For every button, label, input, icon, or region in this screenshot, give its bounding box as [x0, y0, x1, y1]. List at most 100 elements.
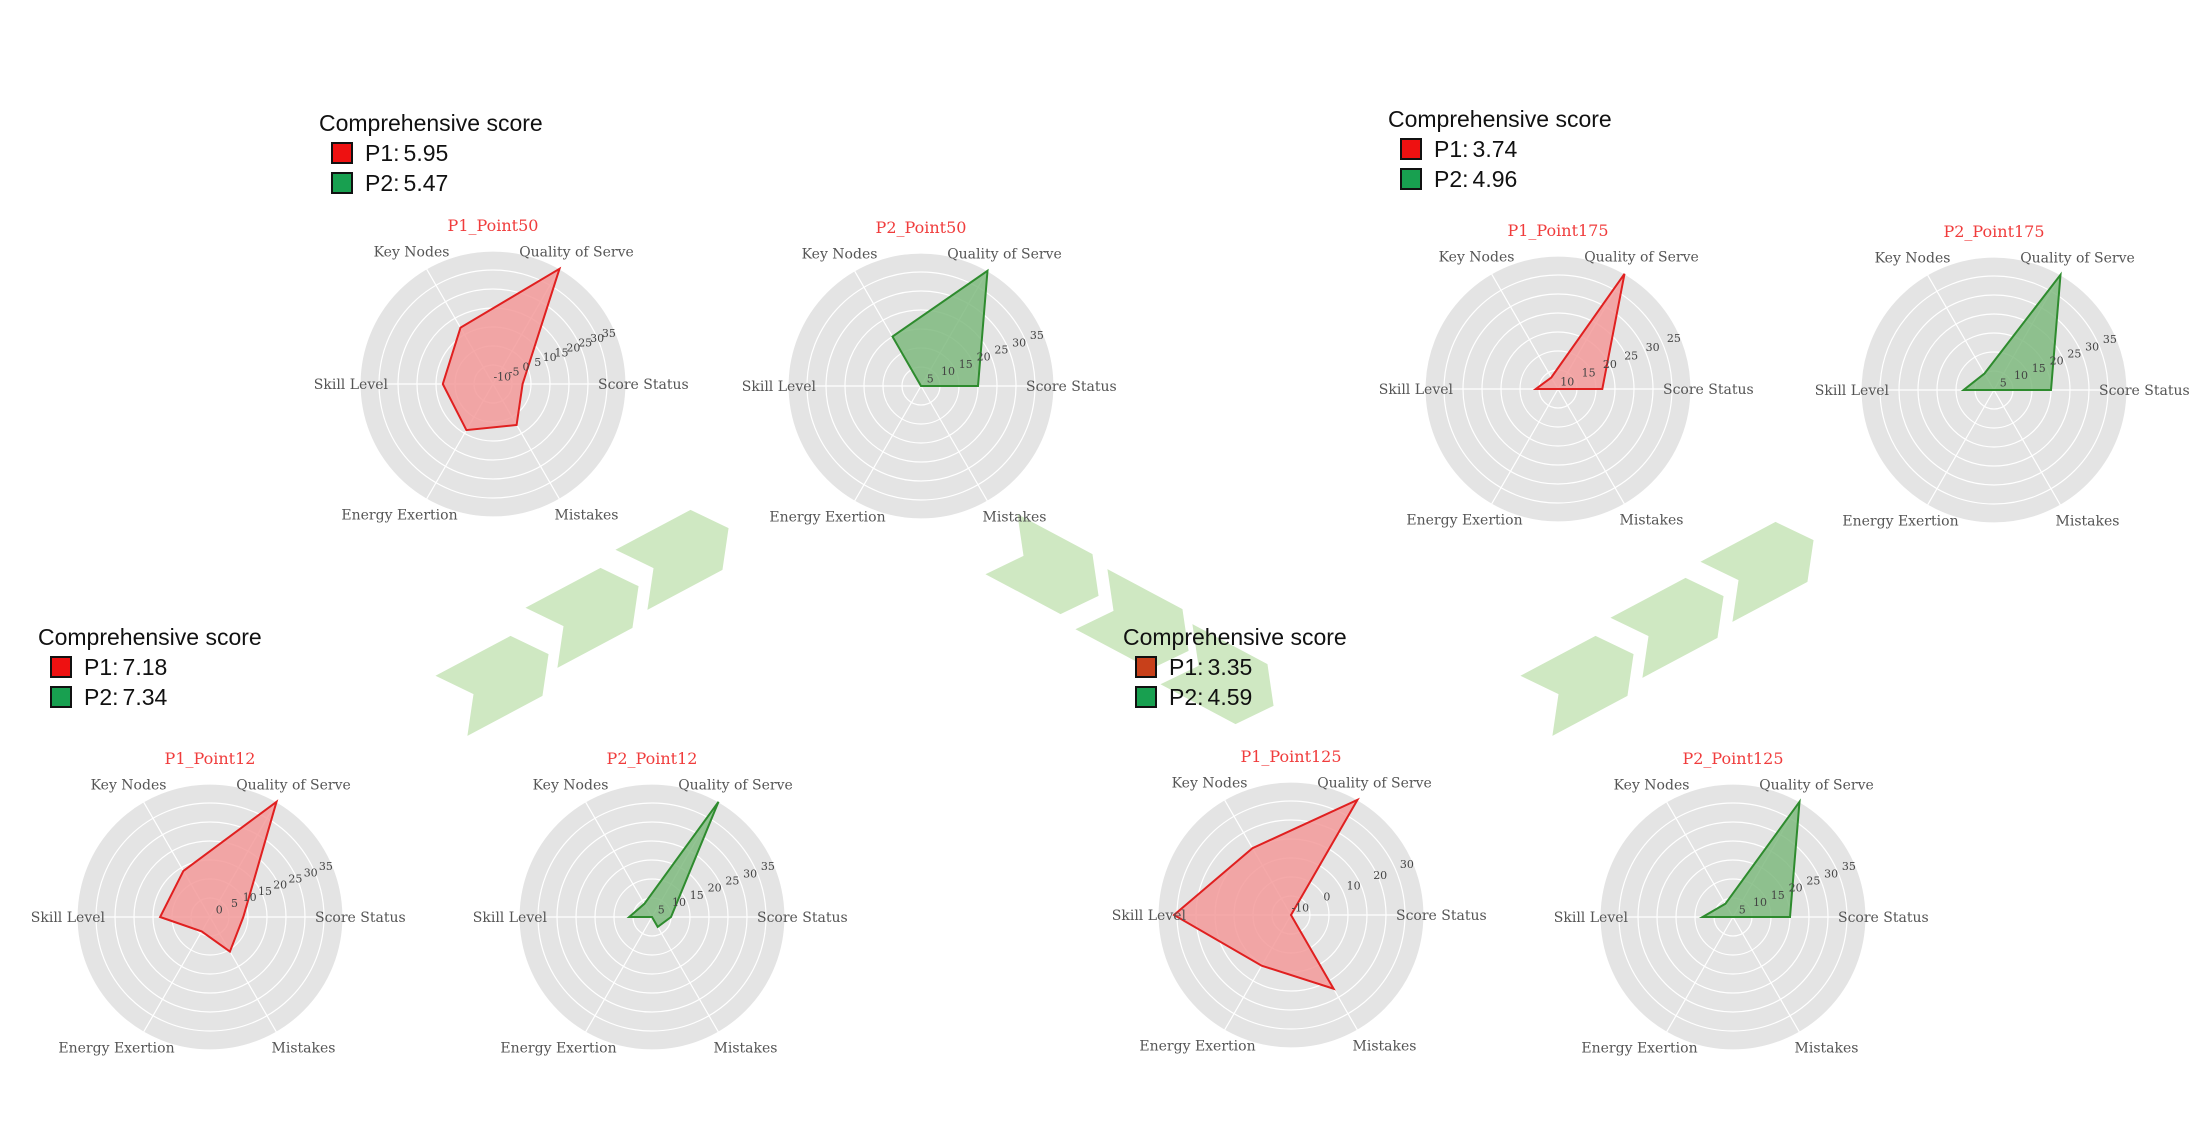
axis-label-mistakes: Mistakes [983, 509, 1047, 525]
chart-title: P2_Point125 [1682, 749, 1783, 768]
legend-title: Comprehensive score [319, 110, 543, 136]
axis-label-key-nodes: Key Nodes [374, 245, 450, 261]
p2-label: P2: [84, 684, 119, 710]
axis-label-mistakes: Mistakes [2056, 513, 2120, 529]
axis-label-quality-of-serve: Quality of Serve [1317, 776, 1432, 792]
radar-spoke [1926, 274, 1995, 391]
chart-title: P1_Point12 [165, 749, 256, 768]
axis-label-skill-level: Skill Level [1112, 908, 1187, 924]
radial-tick-label: 20 [2050, 355, 2064, 368]
radial-tick-label: 20 [273, 879, 287, 892]
radial-tick-label: 25 [994, 344, 1008, 357]
p2-label: P2: [1434, 166, 1469, 192]
axis-label-score-status: Score Status [598, 377, 689, 393]
p1-label: P1: [1434, 136, 1469, 162]
radial-tick-label: 20 [1603, 358, 1617, 371]
axis-label-quality-of-serve: Quality of Serve [2020, 251, 2135, 267]
legend-row-p1: P1: 5.95 [319, 138, 543, 168]
radial-tick-label: 25 [288, 873, 302, 886]
radial-tick-label: 10 [2014, 369, 2028, 382]
radial-tick-label: 15 [690, 889, 704, 902]
legend-row-p2: P2: 7.34 [38, 682, 262, 712]
axis-label-skill-level: Skill Level [1815, 383, 1890, 399]
p1-swatch [331, 142, 353, 164]
radial-tick-label: 15 [555, 346, 569, 359]
p1-swatch [50, 656, 72, 678]
legend-title: Comprehensive score [1388, 106, 1612, 132]
axis-label-skill-level: Skill Level [1379, 382, 1454, 398]
axis-label-quality-of-serve: Quality of Serve [236, 778, 351, 794]
radial-tick-label: 35 [1842, 860, 1856, 873]
radial-tick-label: 15 [1771, 889, 1785, 902]
series-polygon-p2 [1960, 271, 2062, 391]
radial-tick-label: 0 [1323, 891, 1330, 904]
radial-tick-label: 20 [1789, 882, 1803, 895]
radial-tick-label: 25 [578, 337, 592, 350]
legend-row-p2: P2: 4.96 [1388, 164, 1612, 194]
radial-tick-label: 10 [941, 365, 955, 378]
radar-spoke [584, 916, 653, 1033]
axis-label-key-nodes: Key Nodes [802, 247, 878, 263]
series-polygon-p1 [441, 266, 562, 432]
arrow-chevron-3 [615, 509, 729, 610]
chart-title: P2_Point12 [607, 749, 698, 768]
axis-label-score-status: Score Status [1026, 379, 1117, 395]
legend-row-p2: P2: 5.47 [319, 168, 543, 198]
radial-tick-label: 30 [1012, 336, 1026, 349]
axis-label-key-nodes: Key Nodes [1172, 776, 1248, 792]
legend-row-p1: P1: 3.74 [1388, 134, 1612, 164]
radial-tick-label: 15 [2032, 362, 2046, 375]
axis-label-energy-exertion: Energy Exertion [1139, 1038, 1255, 1054]
radar-spoke [1490, 273, 1559, 390]
arrow-chevron-6 [1160, 624, 1274, 725]
radar-spoke [1993, 389, 2062, 506]
axis-label-score-status: Score Status [315, 910, 406, 926]
radar-spoke [1490, 388, 1559, 505]
axis-label-skill-level: Skill Level [1554, 910, 1629, 926]
radial-tick-label: 10 [543, 351, 557, 364]
series-polygon-p1 [1532, 273, 1626, 390]
p2-swatch [50, 686, 72, 708]
radial-tick-label: 30 [304, 866, 318, 879]
radial-tick-label: 30 [1646, 341, 1660, 354]
axis-label-quality-of-serve: Quality of Serve [519, 245, 634, 261]
axis-label-mistakes: Mistakes [1795, 1040, 1859, 1056]
axis-label-mistakes: Mistakes [1620, 512, 1684, 528]
radial-tick-label: 10 [672, 896, 686, 909]
axis-label-key-nodes: Key Nodes [91, 778, 167, 794]
series-polygon-p1 [158, 799, 279, 954]
legend-title: Comprehensive score [38, 624, 262, 650]
radial-tick-label: 35 [1030, 329, 1044, 342]
arrow-chevron-1 [435, 635, 549, 736]
radar-spoke [1557, 388, 1626, 505]
p2-label: P2: [365, 170, 400, 196]
legend-point175: Comprehensive score P1: 3.74 P2: 4.96 [1388, 104, 1612, 194]
radial-tick-label: 5 [2000, 376, 2007, 389]
radial-tick-label: 10 [1560, 375, 1574, 388]
axis-label-energy-exertion: Energy Exertion [341, 507, 457, 523]
radial-tick-label: -10 [1291, 901, 1309, 914]
radial-tick-label: 5 [927, 372, 934, 385]
radar-spoke [1732, 916, 1801, 1033]
p1-score: 7.18 [122, 654, 168, 680]
legend-point125: Comprehensive score P1: 3.35 P2: 4.59 [1123, 622, 1347, 712]
axis-label-mistakes: Mistakes [1353, 1038, 1417, 1054]
chart-title: P1_Point175 [1507, 221, 1608, 240]
radial-tick-label: 30 [743, 867, 757, 880]
axis-label-key-nodes: Key Nodes [1439, 250, 1515, 266]
radial-tick-label: 25 [1806, 875, 1820, 888]
radial-tick-label: 20 [708, 882, 722, 895]
legend-row-p2: P2: 4.59 [1123, 682, 1347, 712]
radial-tick-label: 15 [258, 885, 272, 898]
axis-label-key-nodes: Key Nodes [1614, 778, 1690, 794]
axis-label-quality-of-serve: Quality of Serve [678, 778, 793, 794]
p1-label: P1: [1169, 654, 1204, 680]
axis-label-skill-level: Skill Level [314, 377, 389, 393]
arrow-chevron-8 [1610, 577, 1724, 678]
p1-score: 3.35 [1207, 654, 1253, 680]
legend-point50: Comprehensive score P1: 5.95 P2: 5.47 [319, 108, 543, 198]
legend-row-p1: P1: 7.18 [38, 652, 262, 682]
